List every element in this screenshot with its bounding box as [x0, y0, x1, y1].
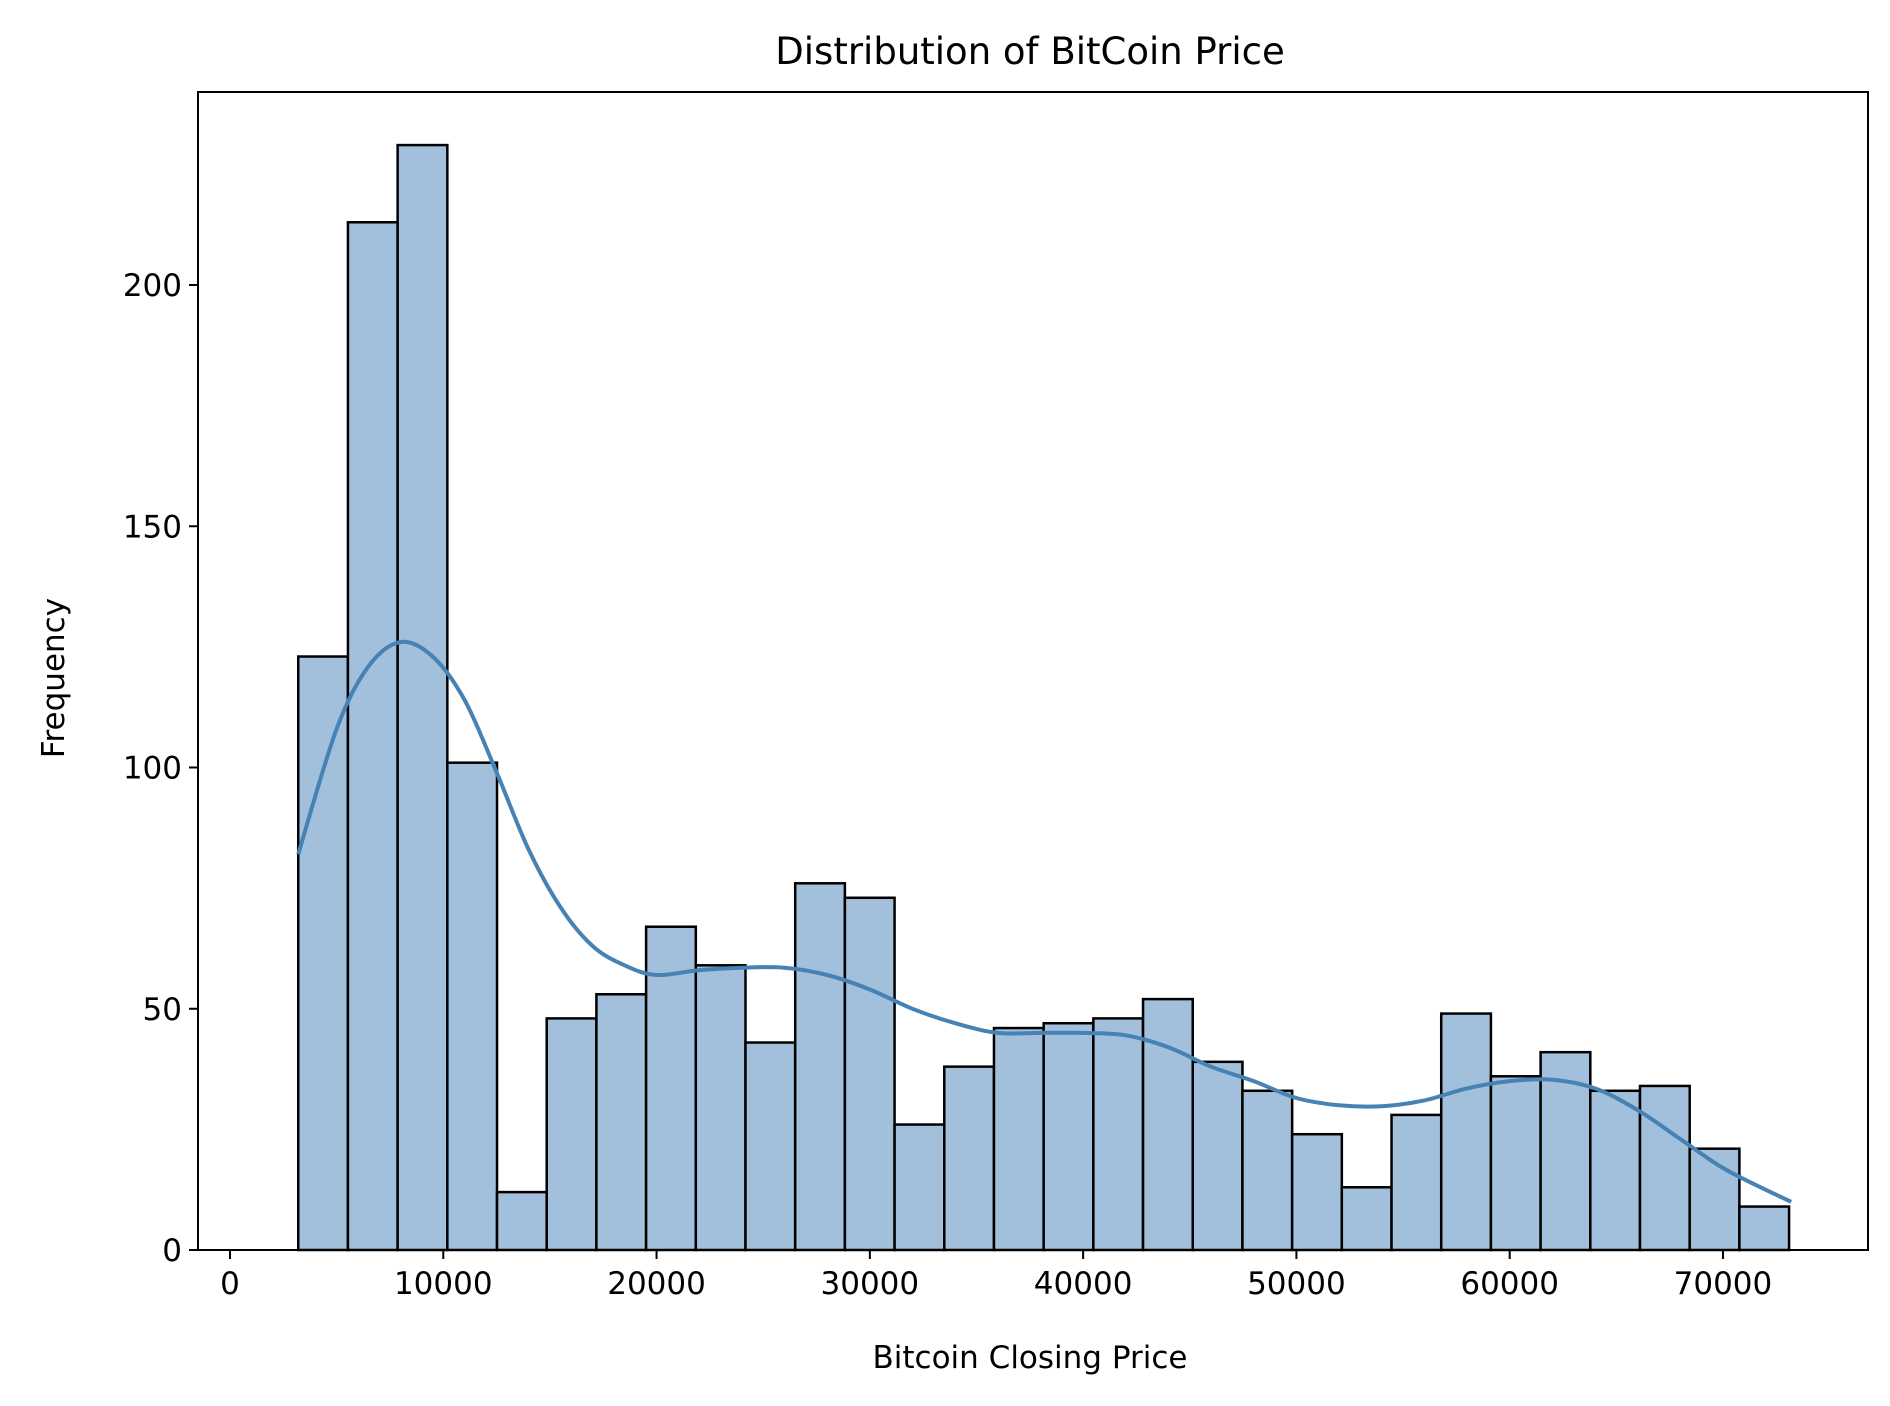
histogram-bar: [296, 655, 350, 1252]
chart-title: Distribution of BitCoin Price: [775, 30, 1284, 73]
histogram-bar: [644, 925, 698, 1252]
histogram-bars: [296, 143, 1791, 1252]
y-tick-label: 0: [162, 1233, 182, 1269]
histogram-bar: [1241, 1089, 1294, 1252]
y-tick-label: 150: [123, 509, 182, 545]
histogram-bar: [1191, 1060, 1244, 1252]
kde-curve: [296, 639, 1793, 1204]
x-tick-label: 60000: [1460, 1266, 1559, 1302]
histogram-bar: [1092, 1017, 1145, 1252]
histogram-bar: [495, 1190, 548, 1252]
x-axis: 0 10000 20000 30000 40000 50000 60000 70000: [220, 1250, 1772, 1302]
y-axis-label: Frequency: [36, 598, 72, 758]
x-tick-label: 50000: [1247, 1266, 1346, 1302]
y-tick-label: 200: [123, 268, 182, 304]
y-axis: 0 50 100 150 200: [123, 268, 198, 1269]
histogram-bar: [595, 993, 648, 1252]
histogram-bar: [396, 143, 449, 1252]
x-tick-label: 40000: [1034, 1266, 1133, 1302]
histogram-bar: [1738, 1205, 1791, 1252]
histogram-bar: [1340, 1186, 1393, 1252]
histogram-bar: [1439, 1012, 1493, 1252]
histogram-bar: [843, 896, 896, 1252]
histogram-bar: [346, 221, 399, 1252]
histogram-bar: [446, 761, 499, 1252]
histogram-bar: [1638, 1084, 1691, 1252]
histogram-bar: [1489, 1075, 1542, 1252]
x-tick-label: 30000: [821, 1266, 920, 1302]
histogram-bar: [1589, 1089, 1642, 1252]
histogram-bar: [992, 1026, 1045, 1252]
y-tick-label: 100: [123, 751, 182, 787]
histogram-bar: [1141, 997, 1194, 1252]
histogram-bar: [1290, 1132, 1344, 1252]
x-axis-label: Bitcoin Closing Price: [873, 1340, 1188, 1376]
x-tick-label: 10000: [394, 1266, 493, 1302]
histogram-bar: [1390, 1113, 1443, 1252]
histogram-bar: [943, 1065, 996, 1252]
plot-frame: [197, 91, 1869, 1251]
histogram-bar: [893, 1123, 946, 1252]
y-tick-label: 50: [143, 992, 182, 1028]
histogram-bar: [694, 964, 747, 1252]
histogram-bar: [1042, 1021, 1095, 1252]
histogram-bar: [545, 1017, 598, 1252]
x-tick-label: 70000: [1674, 1266, 1773, 1302]
histogram-bar: [744, 1041, 797, 1252]
histogram-bar: [793, 882, 847, 1252]
x-tick-label: 20000: [607, 1266, 706, 1302]
x-tick-label: 0: [220, 1266, 240, 1302]
